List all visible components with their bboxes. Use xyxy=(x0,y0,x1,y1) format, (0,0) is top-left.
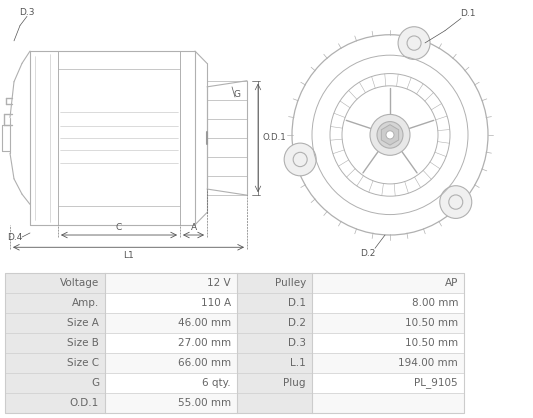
Text: 110 A: 110 A xyxy=(201,298,231,308)
Bar xyxy=(237,273,312,293)
Text: G: G xyxy=(91,378,99,388)
Circle shape xyxy=(284,143,316,176)
Text: AP: AP xyxy=(445,278,458,288)
Text: 10.50 mm: 10.50 mm xyxy=(405,338,458,348)
Bar xyxy=(5,333,105,353)
Text: 66.00 mm: 66.00 mm xyxy=(178,358,231,368)
Bar xyxy=(312,373,464,393)
Bar xyxy=(105,393,237,413)
Bar xyxy=(237,393,312,413)
Text: 27.00 mm: 27.00 mm xyxy=(178,338,231,348)
Text: D.3: D.3 xyxy=(288,338,306,348)
Text: D.1: D.1 xyxy=(288,298,306,308)
Text: 6 qty.: 6 qty. xyxy=(203,378,231,388)
Text: 46.00 mm: 46.00 mm xyxy=(178,318,231,328)
Text: Size A: Size A xyxy=(67,318,99,328)
Bar xyxy=(237,293,312,313)
Bar xyxy=(105,313,237,333)
Bar xyxy=(237,373,312,393)
Bar xyxy=(237,333,312,353)
Bar xyxy=(105,333,237,353)
Bar xyxy=(5,393,105,413)
Text: D.2: D.2 xyxy=(360,249,376,258)
Text: O.D.1: O.D.1 xyxy=(70,398,99,408)
Text: PL_9105: PL_9105 xyxy=(414,377,458,388)
Circle shape xyxy=(440,186,472,219)
Text: Size B: Size B xyxy=(67,338,99,348)
Text: 12 V: 12 V xyxy=(207,278,231,288)
Bar xyxy=(5,273,105,293)
Text: Pulley: Pulley xyxy=(274,278,306,288)
Circle shape xyxy=(370,115,410,155)
Text: G: G xyxy=(233,89,240,99)
Bar xyxy=(5,273,464,413)
Bar xyxy=(5,313,105,333)
Text: D.2: D.2 xyxy=(288,318,306,328)
Circle shape xyxy=(377,122,403,148)
Text: Voltage: Voltage xyxy=(60,278,99,288)
Bar xyxy=(5,373,105,393)
Circle shape xyxy=(386,131,394,139)
Text: 10.50 mm: 10.50 mm xyxy=(405,318,458,328)
Text: L1: L1 xyxy=(123,251,134,260)
Text: Plug: Plug xyxy=(284,378,306,388)
Bar xyxy=(105,373,237,393)
Bar xyxy=(5,353,105,373)
Bar xyxy=(105,273,237,293)
Text: 194.00 mm: 194.00 mm xyxy=(398,358,458,368)
Text: D.3: D.3 xyxy=(19,8,35,17)
Bar xyxy=(312,313,464,333)
Circle shape xyxy=(398,27,430,59)
Bar xyxy=(312,353,464,373)
Polygon shape xyxy=(381,125,399,145)
Text: D.1: D.1 xyxy=(461,9,476,18)
Text: 8.00 mm: 8.00 mm xyxy=(411,298,458,308)
Text: A: A xyxy=(190,223,197,232)
Bar xyxy=(312,293,464,313)
Text: O.D.1: O.D.1 xyxy=(262,133,286,143)
Bar xyxy=(237,353,312,373)
Bar xyxy=(5,293,105,313)
Bar xyxy=(312,393,464,413)
Text: Amp.: Amp. xyxy=(72,298,99,308)
Bar xyxy=(237,313,312,333)
Text: L.1: L.1 xyxy=(290,358,306,368)
Text: D.4: D.4 xyxy=(7,232,23,242)
Text: 55.00 mm: 55.00 mm xyxy=(178,398,231,408)
Bar xyxy=(105,293,237,313)
Bar xyxy=(312,273,464,293)
Bar xyxy=(105,353,237,373)
Text: Size C: Size C xyxy=(67,358,99,368)
Bar xyxy=(312,333,464,353)
Text: C: C xyxy=(116,223,122,232)
